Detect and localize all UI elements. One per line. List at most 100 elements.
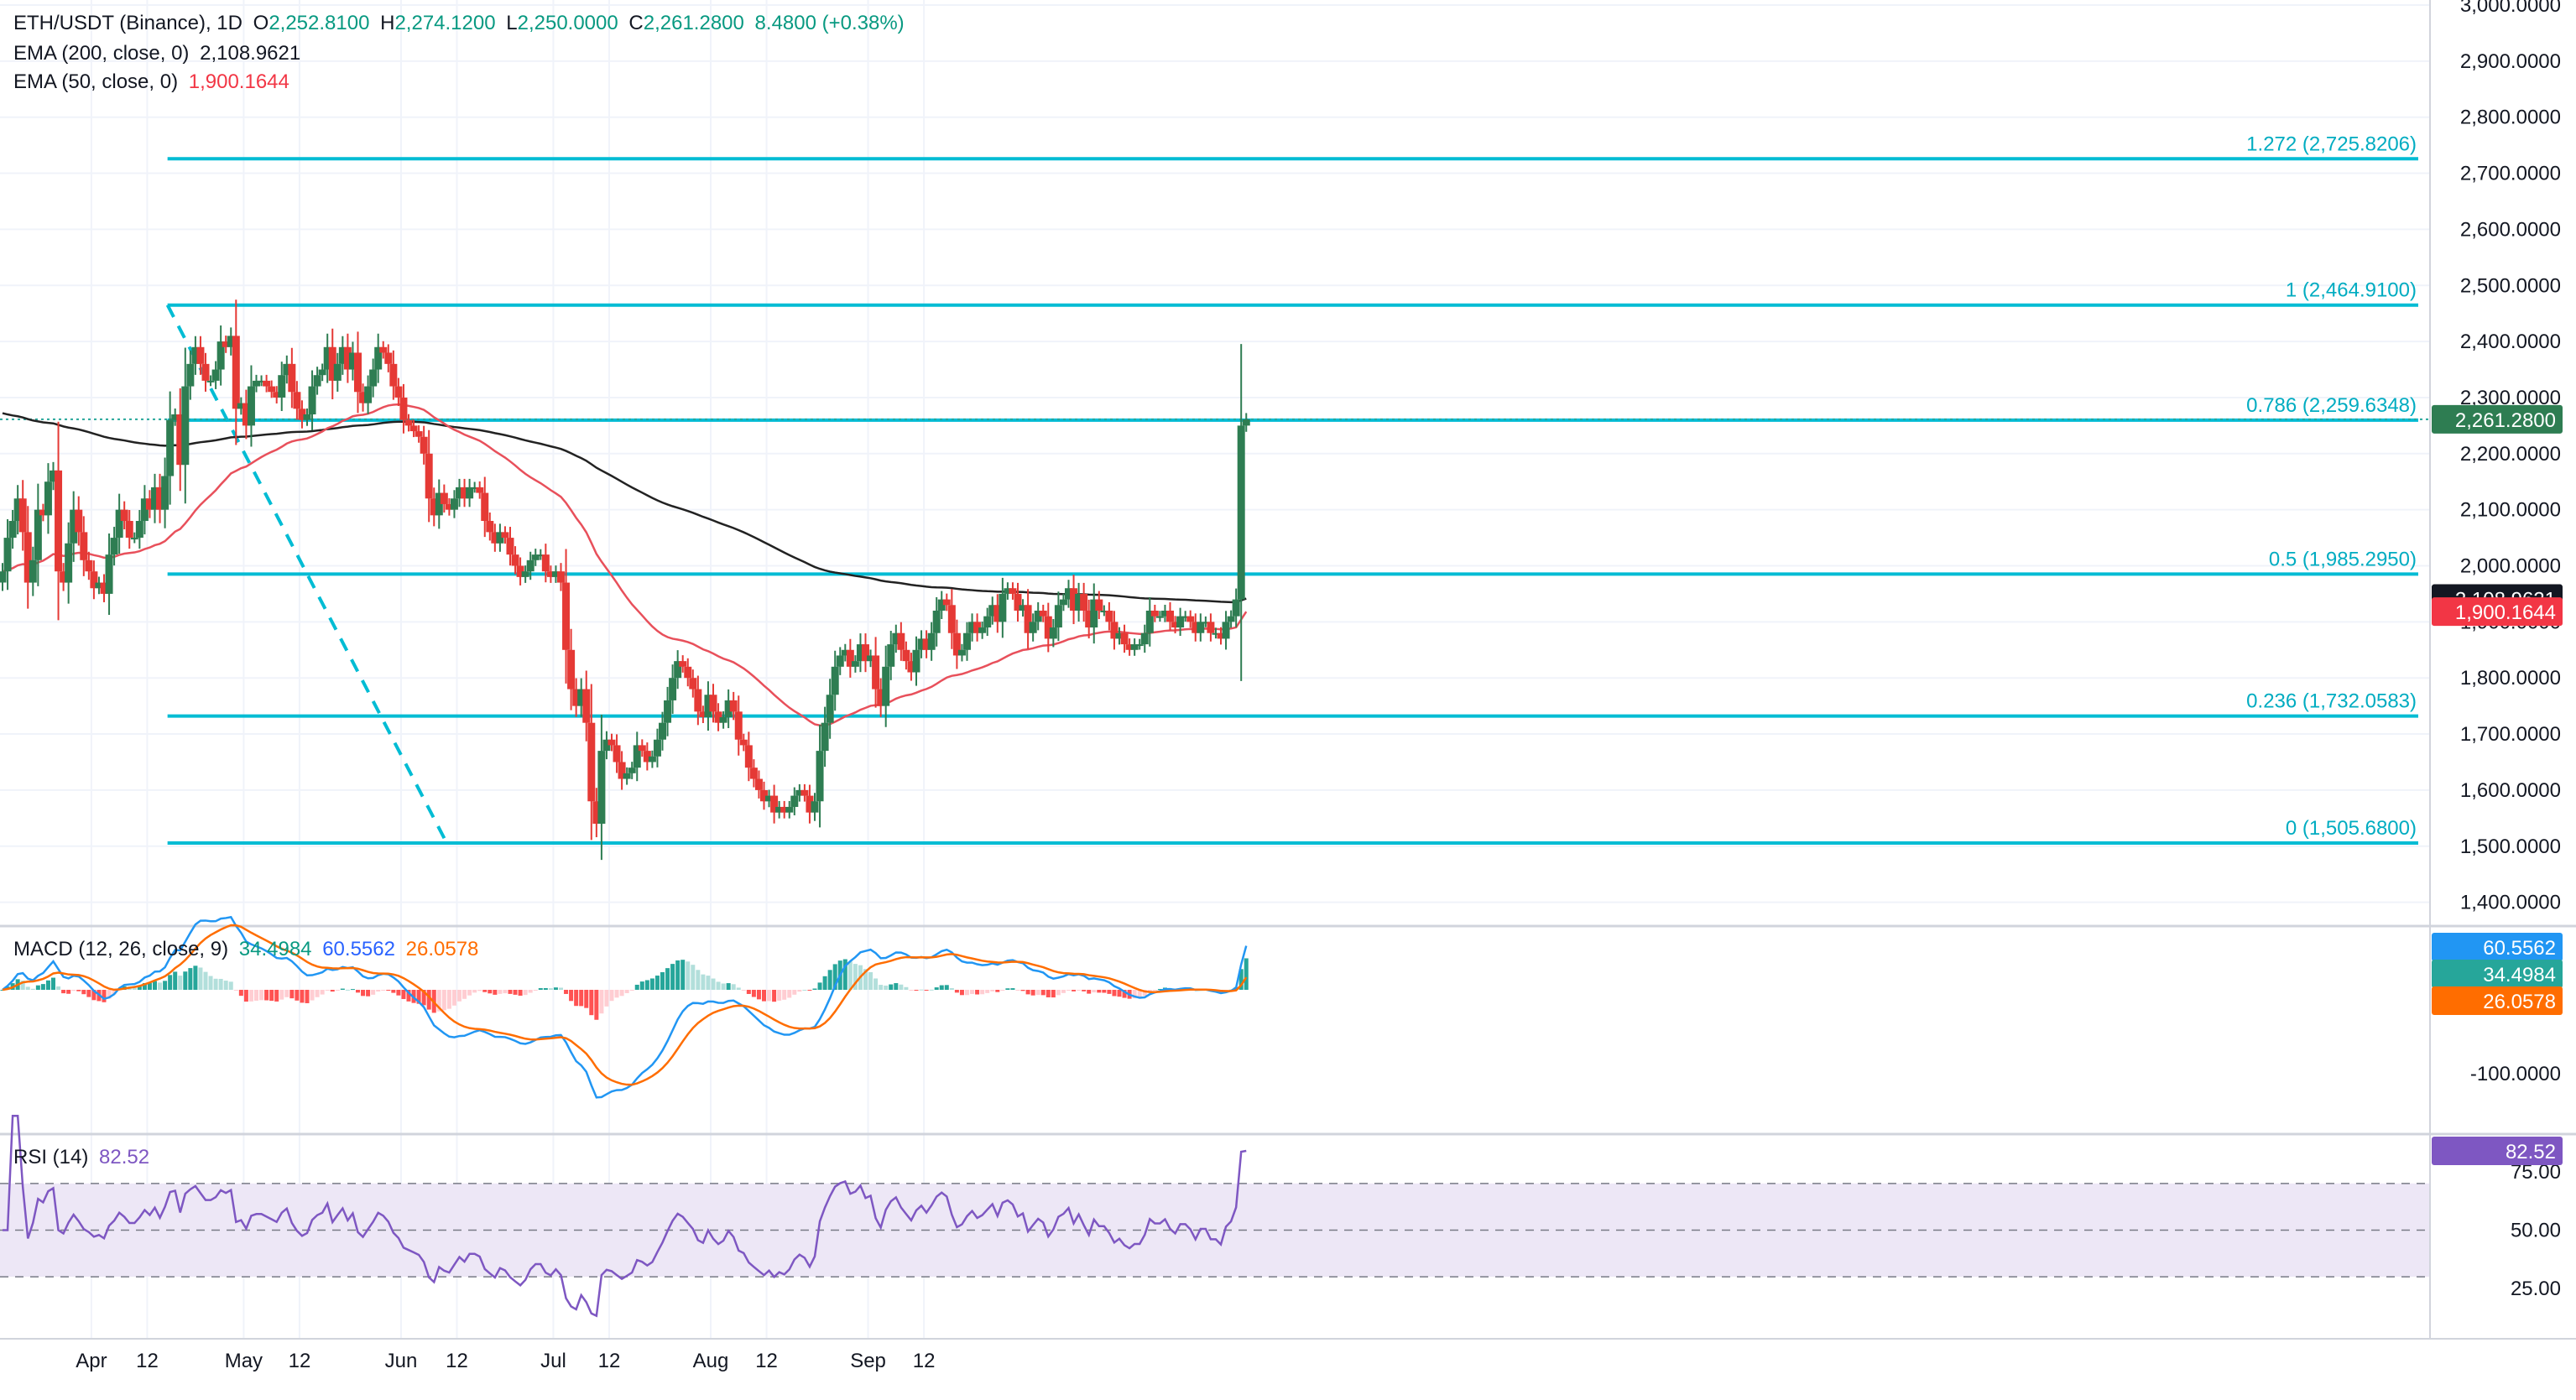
candle-body [1130,644,1139,650]
symbol-legend[interactable]: ETH/USDT (Binance), 1D O2,252.8100 H2,27… [13,12,910,35]
macd-hist-bar [391,990,396,993]
candle-body [821,722,829,752]
candle-body [795,789,804,796]
price-axis[interactable]: 3,000.0000 2,900.0000 2,800.0000 2,700.0000… [2429,0,2563,1339]
candle-body [1202,622,1210,624]
macd-hist-bar [361,990,366,997]
candle-body [1145,610,1154,633]
macd-hist-bar [980,990,985,995]
time-axis[interactable]: Apr 12 May 12 Jun 12 Jul 12 Aug 12 Sep 12 [0,1338,2576,1372]
candle-body [501,532,509,539]
candle-body [689,678,697,690]
macd-hist-bar [493,990,498,995]
ema200-label[interactable]: EMA (200, close, 0) [13,42,190,65]
candle-body [211,369,220,381]
candle-body [1186,616,1195,622]
macd-hist-bar [228,981,233,990]
candle-body [1217,632,1225,639]
candle-body [775,806,784,813]
price-pane[interactable]: 1.272 (2,725.8206) 1 (2,464.9100) 0.786 (2… [0,0,2430,1339]
open-value: 2,252.8100 [269,12,370,34]
candle-body [120,509,128,522]
rsi-value: 82.52 [99,1146,150,1168]
macd-hist-bar [589,990,594,1016]
candle-body [303,414,311,420]
candle-body [100,582,108,594]
macd-hist-bar [416,990,421,1004]
macd-hist-bar [61,990,66,994]
macd-hist-bar [86,990,91,997]
macd-hist-bar [949,987,954,990]
candle-body [1232,599,1240,617]
candle-body [1014,593,1022,611]
candle-body [653,739,661,757]
macd-hist-bar [1020,990,1025,991]
macd-hist-bar [822,976,827,990]
candle-body [181,386,190,466]
candle-body [29,559,37,583]
macd-legend[interactable]: MACD (12, 26, close, 9) 34.4984 60.5562 … [13,938,483,961]
close-value: 2,261.2800 [643,12,744,34]
macd-hist-bar [569,990,574,1002]
macd-hist-bar [366,990,371,997]
candle-body [947,605,956,633]
candle-body [258,380,266,383]
candle-body [952,632,961,656]
candle-body [942,599,951,606]
macd-hist-bar [579,990,584,1007]
macd-hist-bar [767,990,772,1002]
macd-hist-bar [305,990,310,1003]
macd-hist-bar [376,990,381,992]
candlestick-series[interactable] [0,299,1250,861]
candle-body [851,661,859,667]
ema200-legend[interactable]: EMA (200, close, 0) 2,108.9621 [13,42,305,65]
rsi-label[interactable]: RSI (14) [13,1146,89,1168]
time-tick-label: Jun [385,1350,418,1372]
candle-body [577,689,586,706]
candle-body [567,649,576,690]
macd-hist-bar [1132,990,1137,999]
rsi-legend[interactable]: RSI (14) 82.52 [13,1146,154,1169]
axis-badges: 2,261.28002,108.96211,900.164460.556234.… [2432,404,2563,1165]
fib-level-label: 0.5 (1,985.2950) [2269,548,2417,570]
candle-body [359,392,368,403]
macd-label[interactable]: MACD (12, 26, close, 9) [13,938,229,960]
macd-hist-bar [594,990,599,1020]
candle-body [145,498,154,510]
candle-body [399,397,408,420]
ema50-label[interactable]: EMA (50, close, 0) [13,70,179,93]
candle-body [166,419,175,476]
time-tick-label: 12 [598,1350,621,1372]
candle-body [937,599,946,611]
macd-pane[interactable] [0,915,2576,1099]
candle-body [831,666,839,695]
candle-body [856,644,864,662]
rsi-pane[interactable] [0,1115,2576,1318]
macd-hist-bar [548,988,553,990]
fib-trend-line[interactable] [165,304,449,844]
ema50-legend[interactable]: EMA (50, close, 0) 1,900.1644 [13,70,295,94]
candle-body [587,722,596,802]
macd-hist-bar [614,990,619,998]
macd-hist-bar [56,986,61,990]
macd-hist-bar [112,990,117,995]
macd-badge: 60.5562 [2483,937,2556,960]
symbol-title[interactable]: ETH/USDT (Binance), 1D [13,12,242,34]
candle-body [161,476,169,510]
macd-hist-bar [254,990,258,1001]
open-label: O [253,12,269,34]
candle-body [374,346,383,370]
macd-hist-bar [345,989,350,991]
candle-body [242,403,250,426]
macd-hist-bar [944,985,949,990]
candle-body [151,487,159,510]
candle-body [50,470,57,482]
macd-hist-bar [1082,990,1087,991]
price-tick-label: 2,100.0000 [2460,499,2561,522]
macd-hist-bar [300,990,305,1003]
ema50-badge-bg [2432,597,2563,627]
fibonacci-retracement[interactable] [167,157,2418,845]
rsi-tick-label: 25.00 [2511,1278,2561,1300]
candle-body [44,481,52,516]
